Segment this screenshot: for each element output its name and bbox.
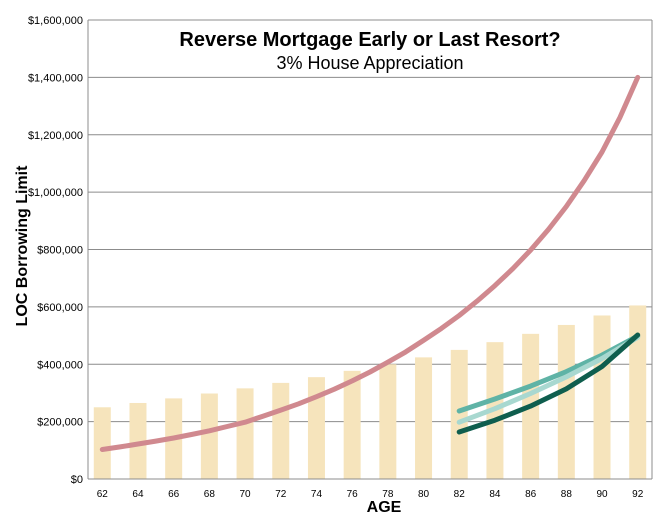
- bar-age-70: [236, 388, 254, 479]
- x-tick-label-78: 78: [382, 489, 394, 500]
- x-tick-label-84: 84: [489, 489, 501, 500]
- x-tick-label-86: 86: [525, 489, 537, 500]
- bar-age-90: [593, 315, 611, 479]
- y-tick-label-1: $200,000: [37, 417, 83, 429]
- x-tick-label-90: 90: [596, 489, 608, 500]
- bar-age-92: [629, 305, 647, 479]
- chart-title: Reverse Mortgage Early or Last Resort?: [179, 29, 561, 51]
- y-tick-label-6: $1,200,000: [28, 130, 83, 142]
- bar-age-76: [343, 370, 361, 479]
- y-tick-label-4: $800,000: [37, 245, 83, 257]
- y-tick-label-0: $0: [71, 474, 83, 486]
- chart-subtitle: 3% House Appreciation: [276, 53, 464, 73]
- x-tick-label-72: 72: [275, 489, 287, 500]
- y-tick-label-2: $400,000: [37, 359, 83, 371]
- x-axis-label: AGE: [366, 499, 402, 516]
- y-axis-label: LOC Borrowing Limit: [14, 165, 31, 327]
- y-tick-label-5: $1,000,000: [28, 187, 83, 199]
- bar-age-78: [379, 364, 397, 479]
- title-box: Reverse Mortgage Early or Last Resort? 3…: [140, 28, 600, 74]
- bar-age-88: [557, 324, 575, 479]
- x-tick-label-64: 64: [132, 489, 144, 500]
- bar-age-80: [415, 357, 433, 479]
- x-tick-label-68: 68: [204, 489, 216, 500]
- x-tick-label-66: 66: [168, 489, 180, 500]
- series-line-1: [456, 333, 641, 414]
- x-tick-label-70: 70: [240, 489, 252, 500]
- y-tick-label-8: $1,600,000: [28, 15, 83, 27]
- bar-age-62: [93, 407, 111, 479]
- x-tick-label-92: 92: [632, 489, 644, 500]
- series-line-3: [456, 332, 641, 435]
- x-tick-label-62: 62: [97, 489, 109, 500]
- x-tick-label-76: 76: [347, 489, 359, 500]
- y-tick-label-7: $1,400,000: [28, 72, 83, 84]
- y-tick-label-3: $600,000: [37, 302, 83, 314]
- bar-age-72: [272, 382, 290, 479]
- x-tick-label-88: 88: [561, 489, 573, 500]
- bar-age-82: [450, 349, 468, 479]
- bar-age-74: [307, 377, 325, 479]
- x-tick-label-80: 80: [418, 489, 430, 500]
- bar-age-64: [129, 402, 147, 479]
- series-line-2: [456, 334, 641, 425]
- bar-age-68: [200, 393, 218, 479]
- x-tick-label-82: 82: [454, 489, 466, 500]
- series-line-0: [99, 74, 641, 452]
- x-tick-label-74: 74: [311, 489, 323, 500]
